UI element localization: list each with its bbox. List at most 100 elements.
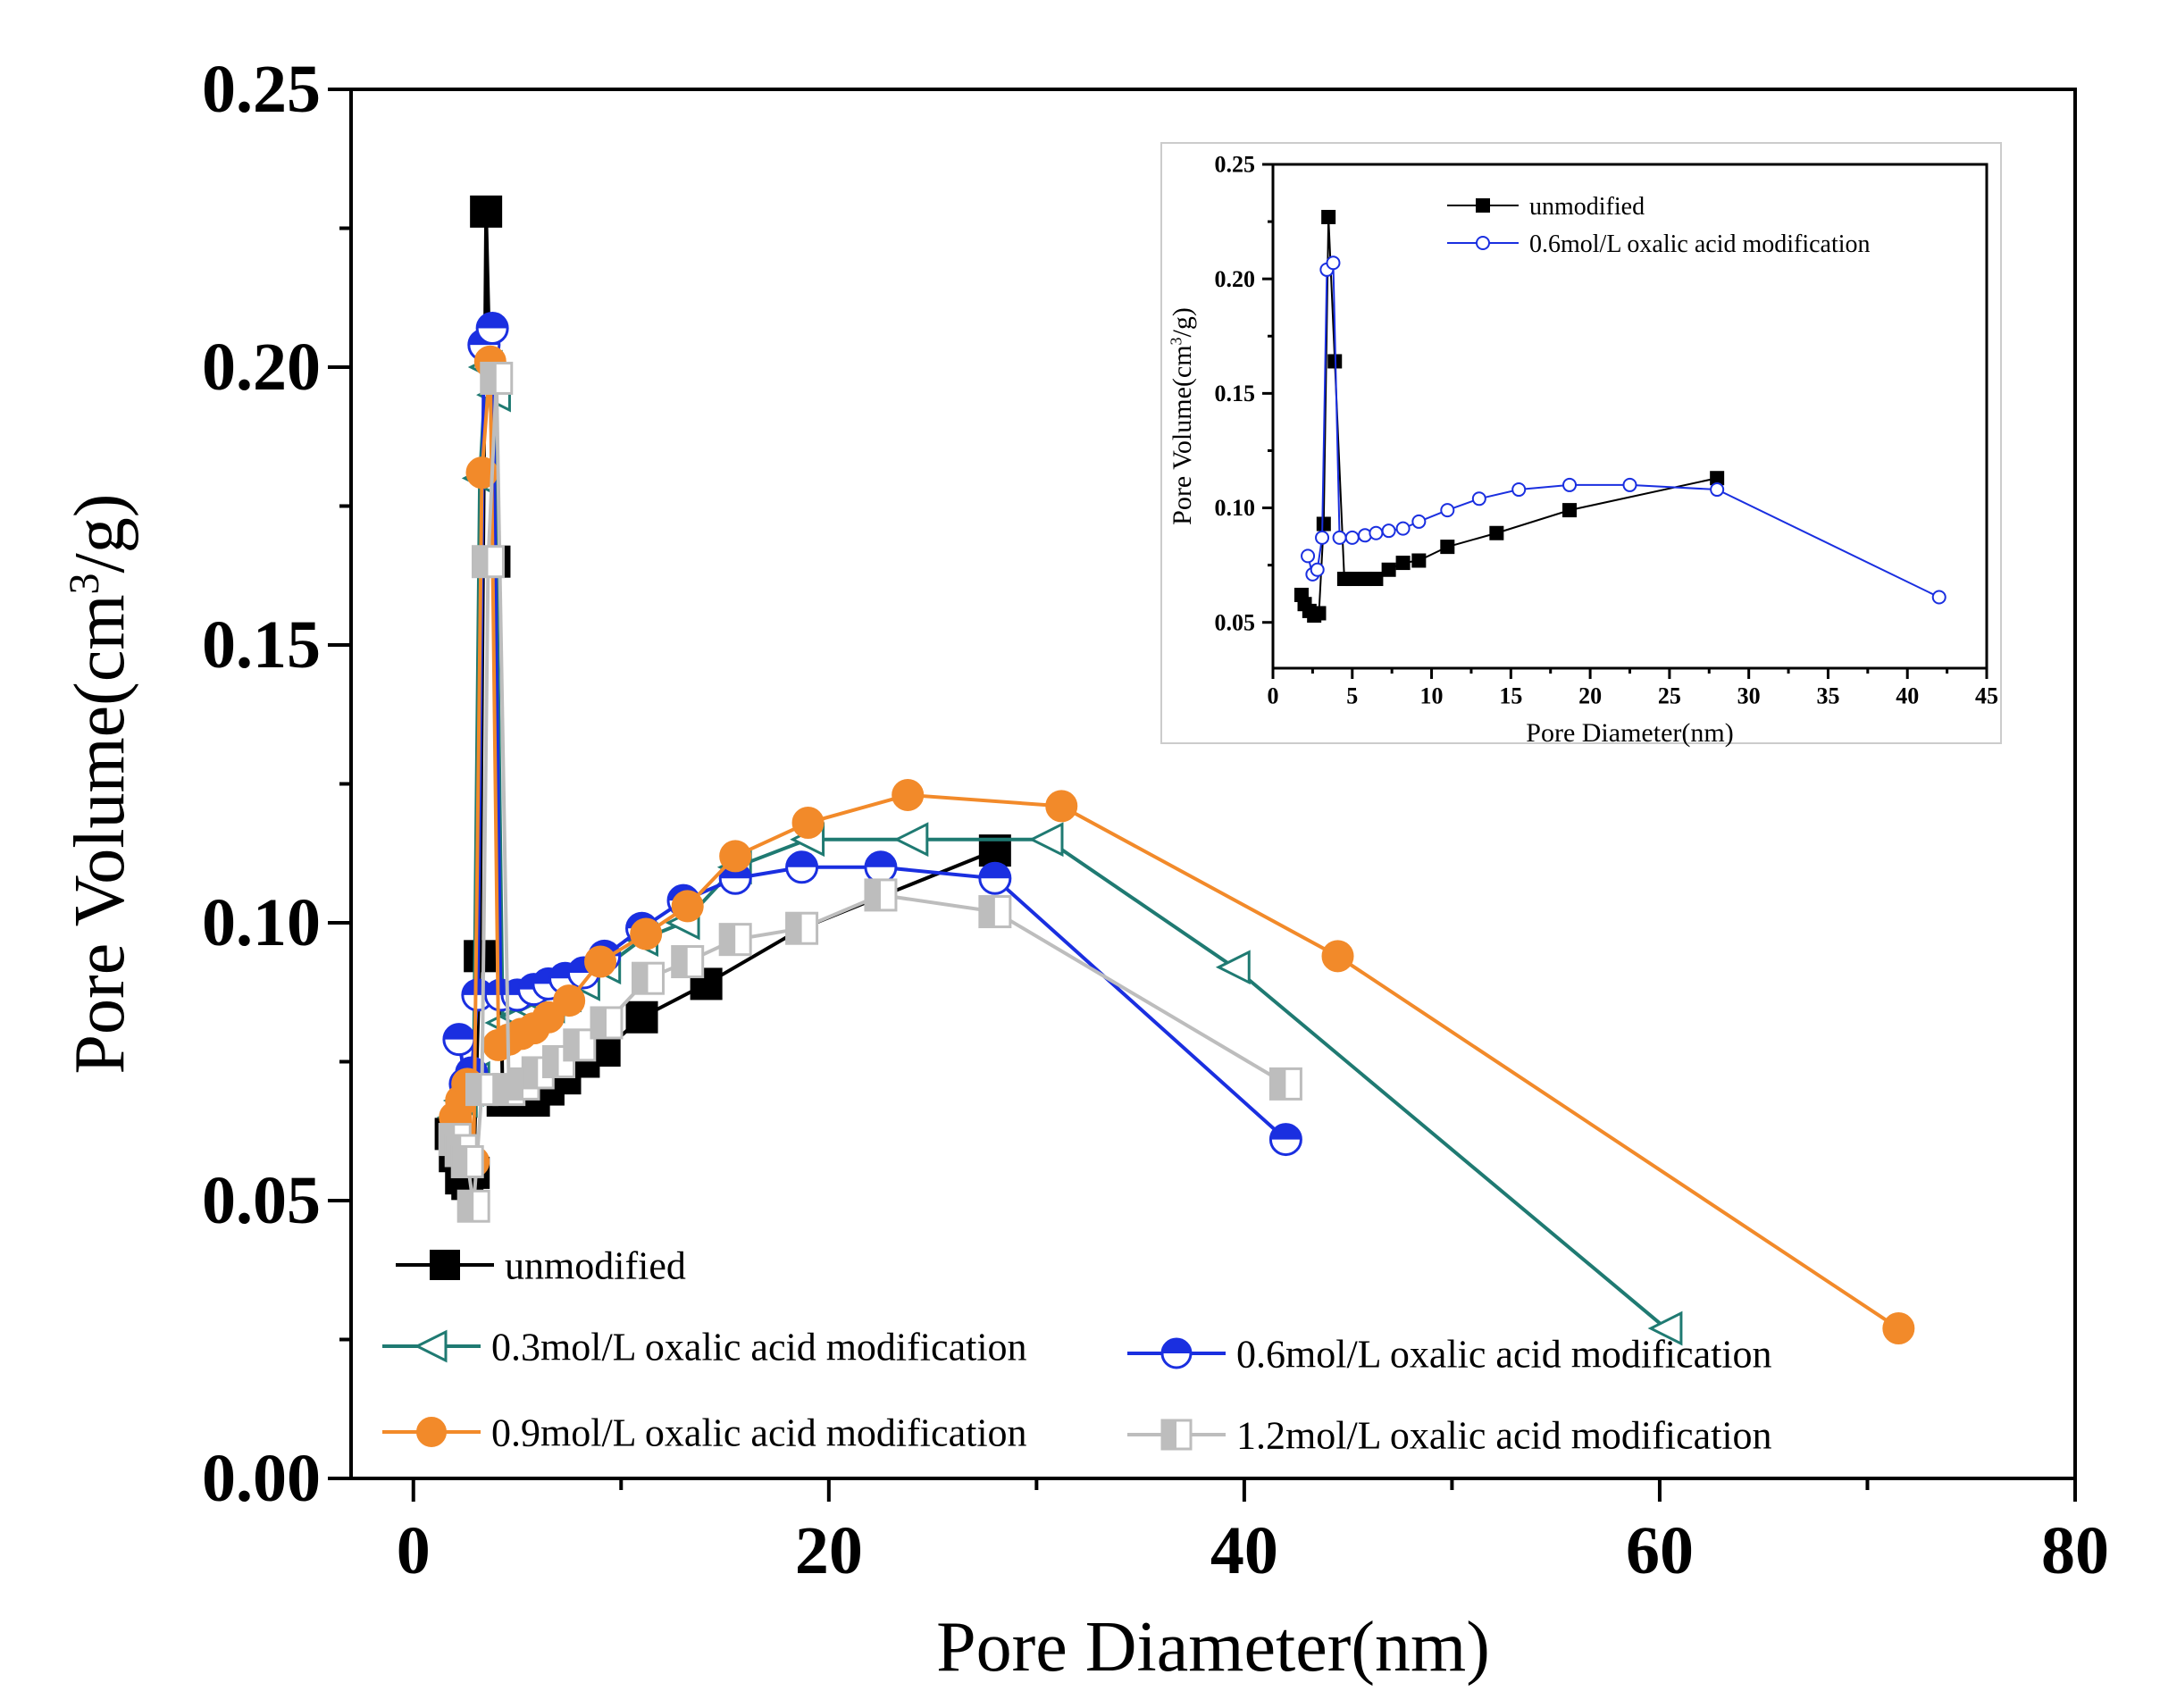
main-series-0-6mol-l-oxalic-acid-modification-point (978, 861, 1012, 895)
inset-y-tick-label: 0.25 (1215, 152, 1256, 178)
main-x-tick-label: 0 (397, 1513, 431, 1588)
main-y-axis-label-part: /g) (61, 494, 139, 574)
main-series-unmodified-point (470, 195, 503, 228)
inset-series-0-6mol-l-oxalic-acid-modification-point (1315, 530, 1330, 545)
inset-series-unmodified-point (1321, 209, 1336, 224)
inset-x-axis-label: Pore Diameter(nm) (1526, 718, 1733, 748)
main-series-0-3mol-l-oxalic-acid-modification-point (1647, 1310, 1683, 1346)
inset-series-unmodified-point (1440, 540, 1455, 555)
inset-series-unmodified-point (1562, 503, 1578, 518)
main-series-1-2mol-l-oxalic-acid-modification-point (563, 1028, 597, 1062)
inset-y-axis-label-part: /g) (1168, 307, 1197, 337)
main-series-0-9mol-l-oxalic-acid-modification-point (671, 890, 704, 923)
main-legend-0-6mol-l-oxalic-acid-modification-marker (1160, 1337, 1193, 1369)
inset-series-0-6mol-l-oxalic-acid-modification-point (1369, 525, 1384, 540)
main-series-0-6mol-l-oxalic-acid-modification-point (442, 1023, 476, 1057)
main-legend-0-3mol-l-oxalic-acid-modification-marker (414, 1329, 448, 1363)
main-legend-0-6mol-l-oxalic-acid-modification-label: 0.6mol/L oxalic acid modification (1236, 1332, 1772, 1376)
main-series-1-2mol-l-oxalic-acid-modification-point-fill (493, 1074, 509, 1105)
inset-series-0-6mol-l-oxalic-acid-modification-point (1344, 530, 1360, 545)
inset-series-0-6mol-l-oxalic-acid-modification-point (1332, 530, 1347, 545)
main-series-0-3mol-l-oxalic-acid-modification-point (893, 822, 929, 858)
main-series-0-9mol-l-oxalic-acid-modification-point (1045, 790, 1078, 823)
inset-y-tick-label: 0.15 (1215, 381, 1256, 406)
main-series-1-2mol-l-oxalic-acid-modification-point-fill (452, 1146, 468, 1177)
inset-series-0-6mol-l-oxalic-acid-modification-point (1395, 521, 1411, 536)
inset-series-0-6mol-l-oxalic-acid-modification-point (1310, 562, 1325, 577)
main-series-1-2mol-l-oxalic-acid-modification-point-fill (543, 1046, 559, 1077)
main-series-1-2mol-l-oxalic-acid-modification-point-fill (473, 546, 489, 577)
main-legend-1-2mol-l-oxalic-acid-modification-marker (1160, 1419, 1193, 1451)
main-series-0-9mol-l-oxalic-acid-modification-point (719, 840, 752, 873)
main-legend-0-3mol-l-oxalic-acid-modification-label: 0.3mol/L oxalic acid modification (491, 1325, 1027, 1369)
main-series-0-9mol-l-oxalic-acid-modification-point (1882, 1312, 1915, 1345)
main-legend-unmodified-marker (430, 1250, 460, 1280)
inset-y-tick-label: 0.20 (1215, 266, 1256, 292)
main-series-0-6mol-l-oxalic-acid-modification-point (475, 311, 509, 345)
main-series-1-2mol-l-oxalic-acid-modification-point-fill (786, 913, 802, 944)
main-series-0-3mol-l-oxalic-acid-modification-point (1028, 822, 1064, 858)
inset-x-tick-label: 15 (1499, 682, 1522, 708)
inset-panel (1160, 142, 2002, 744)
main-series-1-2mol-l-oxalic-acid-modification-point (590, 1006, 624, 1040)
main-y-tick-label: 0.20 (202, 330, 321, 405)
main-legend-1-2mol-l-oxalic-acid-modification-label: 1.2mol/L oxalic acid modification (1236, 1413, 1772, 1457)
main-y-axis-label: Pore Volume(cm3/g) (61, 494, 139, 1075)
main-y-tick-label: 0.15 (202, 607, 321, 682)
main-series-0-6mol-l-oxalic-acid-modification-point-fill (865, 851, 896, 867)
inset-y-axis-label-part: Pore Volume(cm (1168, 345, 1197, 524)
main-series-1-2mol-l-oxalic-acid-modification-point (632, 961, 666, 995)
inset-x-tick-label: 35 (1816, 682, 1839, 708)
main-series-1-2mol-l-oxalic-acid-modification-point-fill (458, 1191, 474, 1222)
main-x-tick-label: 20 (795, 1513, 863, 1588)
main-series-1-2mol-l-oxalic-acid-modification-point-fill (564, 1029, 580, 1060)
inset-x-tick-label: 40 (1896, 682, 1919, 708)
main-series-0-9mol-l-oxalic-acid-modification-point (892, 778, 925, 811)
inset-legend-unmodified-label: unmodified (1529, 193, 1645, 221)
inset-chart: 0.05 0.10 0.15 0.20 0.25 0 5 10 15 20 25 30 35 40 45 Po… (1160, 142, 2002, 748)
main-series-0-6mol-l-oxalic-acid-modification-point (785, 850, 819, 884)
inset-x-tick-label: 25 (1658, 682, 1681, 708)
main-y-axis-label-part: Pore Volume(cm (61, 594, 139, 1074)
inset-series-0-6mol-l-oxalic-acid-modification-point (1440, 503, 1455, 518)
main-series-1-2mol-l-oxalic-acid-modification-point (450, 1144, 484, 1178)
inset-series-unmodified-point (1311, 606, 1327, 621)
main-series-1-2mol-l-oxalic-acid-modification-point-fill (632, 963, 649, 994)
main-legend-0-6mol-l-oxalic-acid-modification-marker-fill (1162, 1339, 1191, 1353)
inset-series-0-6mol-l-oxalic-acid-modification-point (1326, 255, 1341, 271)
main-x-tick-label: 40 (1210, 1513, 1278, 1588)
inset-series-0-6mol-l-oxalic-acid-modification-point (1301, 548, 1316, 564)
main-series-0-6mol-l-oxalic-acid-modification-point-fill (1270, 1124, 1302, 1140)
inset-series-unmodified-point (1411, 553, 1427, 568)
inset-series-unmodified-point (1316, 516, 1331, 532)
inset-y-axis-label-part: 3 (1168, 337, 1185, 345)
main-series-1-2mol-l-oxalic-acid-modification-point (542, 1045, 576, 1078)
main-series-1-2mol-l-oxalic-acid-modification-point (480, 361, 514, 395)
inset-x-tick-label: 0 (1268, 682, 1279, 708)
main-legend-0-9mol-l-oxalic-acid-modification-label: 0.9mol/L oxalic acid modification (491, 1411, 1027, 1454)
main-y-axis-label-part: 3 (61, 573, 108, 594)
main-series-1-2mol-l-oxalic-acid-modification-point-fill (979, 896, 995, 927)
inset-legend-unmodified-marker (1476, 198, 1490, 213)
main-y-tick-label: 0.25 (202, 52, 321, 127)
inset-x-tick-label: 5 (1346, 682, 1358, 708)
main-series-0-9mol-l-oxalic-acid-modification-point (791, 807, 825, 840)
inset-series-0-6mol-l-oxalic-acid-modification-point (1710, 482, 1725, 498)
main-series-0-6mol-l-oxalic-acid-modification-point (864, 850, 898, 884)
main-x-axis-label: Pore Diameter(nm) (936, 1608, 1490, 1687)
main-series-1-2mol-l-oxalic-acid-modification-point (471, 545, 505, 579)
inset-legend-0-6mol-l-oxalic-acid-modification-label: 0.6mol/L oxalic acid modification (1529, 230, 1871, 258)
main-series-0-6mol-l-oxalic-acid-modification-point-fill (443, 1024, 474, 1040)
main-y-tick-label: 0.05 (202, 1163, 321, 1238)
main-series-0-6mol-l-oxalic-acid-modification-point-fill (477, 313, 508, 329)
inset-y-tick-label: 0.10 (1215, 495, 1256, 521)
main-series-1-2mol-l-oxalic-acid-modification-point-fill (1270, 1068, 1286, 1100)
inset-x-tick-label: 20 (1578, 682, 1602, 708)
inset-series-0-6mol-l-oxalic-acid-modification-point (1381, 523, 1396, 539)
main-legend-unmodified-label: unmodified (505, 1243, 686, 1287)
inset-series-0-6mol-l-oxalic-acid-modification-point (1562, 477, 1578, 492)
main-series-0-3mol-l-oxalic-acid-modification-point (1215, 950, 1251, 985)
inset-series-0-6mol-l-oxalic-acid-modification-point (1622, 477, 1637, 492)
main-series-1-2mol-l-oxalic-acid-modification-point (978, 895, 1012, 929)
